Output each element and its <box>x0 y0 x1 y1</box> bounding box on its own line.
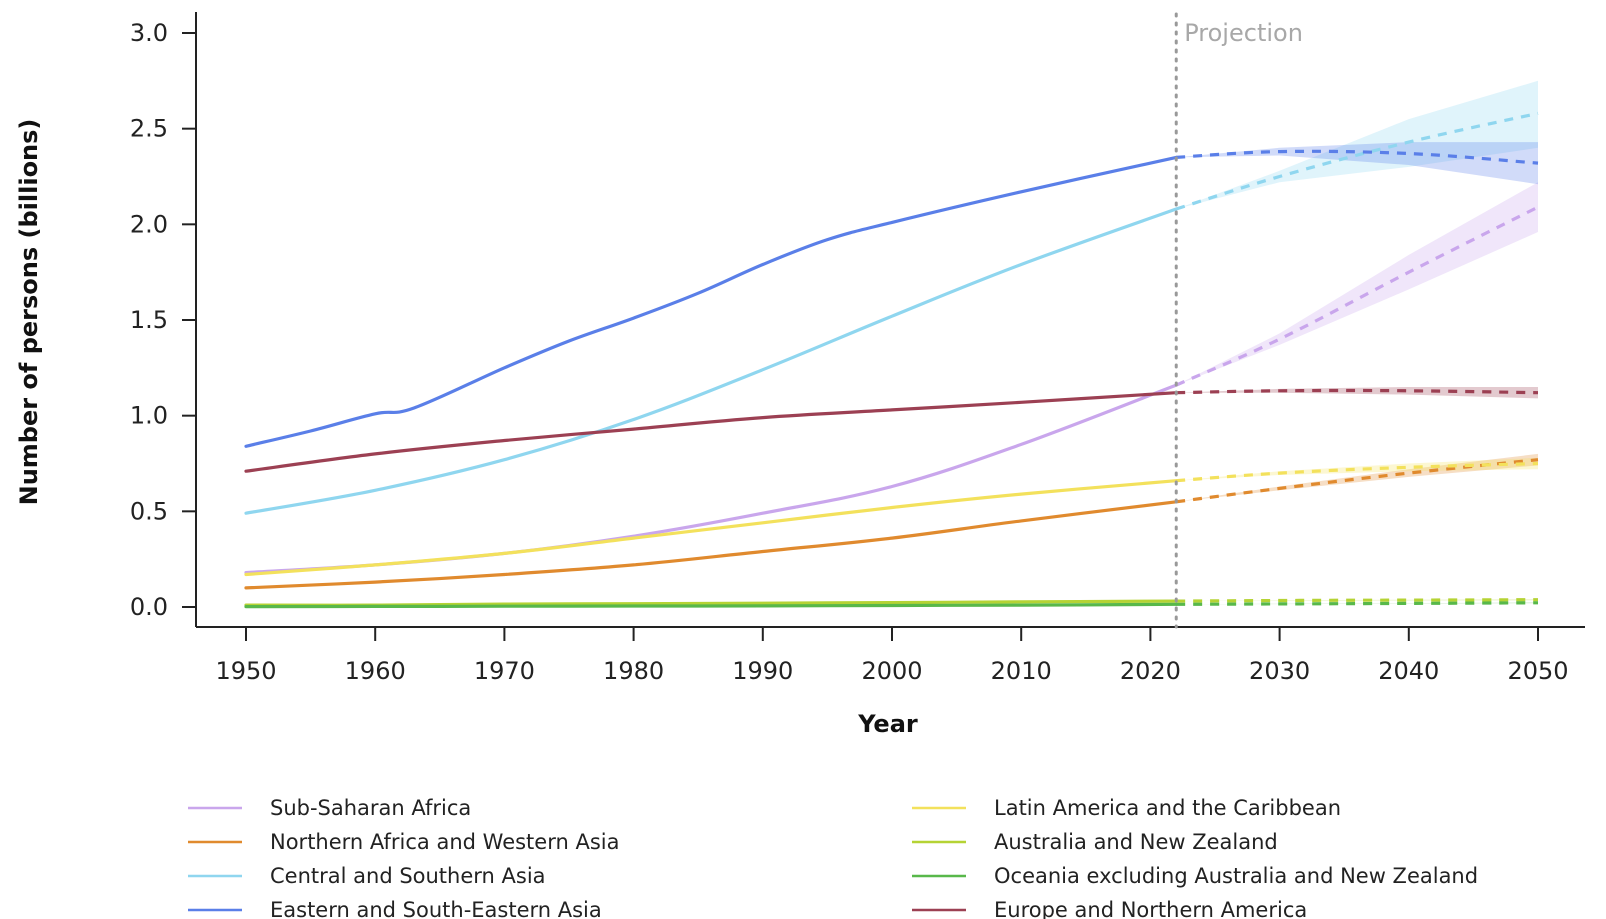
legend-label: Central and Southern Asia <box>270 864 546 888</box>
series-line <box>244 479 1178 577</box>
series-projection-line <box>1176 461 1539 483</box>
series-line <box>244 207 1178 515</box>
x-axis-title: Year <box>857 710 918 738</box>
y-tick-label: 2.5 <box>130 115 168 143</box>
y-tick-label: 2.0 <box>130 210 168 238</box>
x-tick-label: 1990 <box>732 657 793 685</box>
projection-marker: Projection <box>1174 12 1303 629</box>
x-tick-label: 2040 <box>1378 657 1439 685</box>
x-tick-label: 1970 <box>474 657 535 685</box>
x-tick-label: 1960 <box>345 657 406 685</box>
x-tick-label: 2000 <box>861 657 922 685</box>
x-tick-label: 2050 <box>1507 657 1568 685</box>
series-projection-line <box>1176 388 1539 395</box>
axes: 0.0 0.5 1.0 1.5 2.0 2.5 3.0 1950 1960 1970 1980 199… <box>130 12 1585 685</box>
x-tick-label: 2010 <box>991 657 1052 685</box>
series-line <box>244 500 1178 590</box>
legend-label: Oceania excluding Australia and New Zeal… <box>994 864 1478 888</box>
legend-label: Latin America and the Caribbean <box>994 796 1341 820</box>
series-line <box>244 391 1178 473</box>
legend: Sub-Saharan Africa Northern Africa and We… <box>188 796 1478 919</box>
y-tick-label: 0.0 <box>130 593 168 621</box>
y-tick-label: 0.5 <box>130 497 168 525</box>
series-projection-line <box>1176 149 1539 165</box>
series-line <box>244 155 1178 448</box>
legend-label: Eastern and South-Eastern Asia <box>270 898 602 919</box>
x-tick-label: 1980 <box>603 657 664 685</box>
legend-label: Sub-Saharan Africa <box>270 796 471 820</box>
projection-band <box>1176 182 1538 386</box>
legend-label: Europe and Northern America <box>994 898 1307 919</box>
projection-label: Projection <box>1184 19 1303 47</box>
series-projection-line <box>1176 598 1539 603</box>
y-tick-label: 3.0 <box>130 19 168 47</box>
legend-label: Australia and New Zealand <box>994 830 1278 854</box>
y-tick-label: 1.0 <box>130 402 168 430</box>
projection-band <box>1176 80 1538 209</box>
x-tick-label: 1950 <box>215 657 276 685</box>
legend-label: Northern Africa and Western Asia <box>270 830 619 854</box>
x-tick-label: 2030 <box>1249 657 1310 685</box>
series-projection-line <box>1176 601 1539 606</box>
y-axis-title: Number of persons (billions) <box>15 119 43 506</box>
x-tick-label: 2020 <box>1120 657 1181 685</box>
series-projection-line <box>1175 205 1539 387</box>
series-lines <box>244 111 1539 609</box>
series-line <box>244 602 1178 609</box>
y-tick-label: 1.5 <box>130 306 168 334</box>
